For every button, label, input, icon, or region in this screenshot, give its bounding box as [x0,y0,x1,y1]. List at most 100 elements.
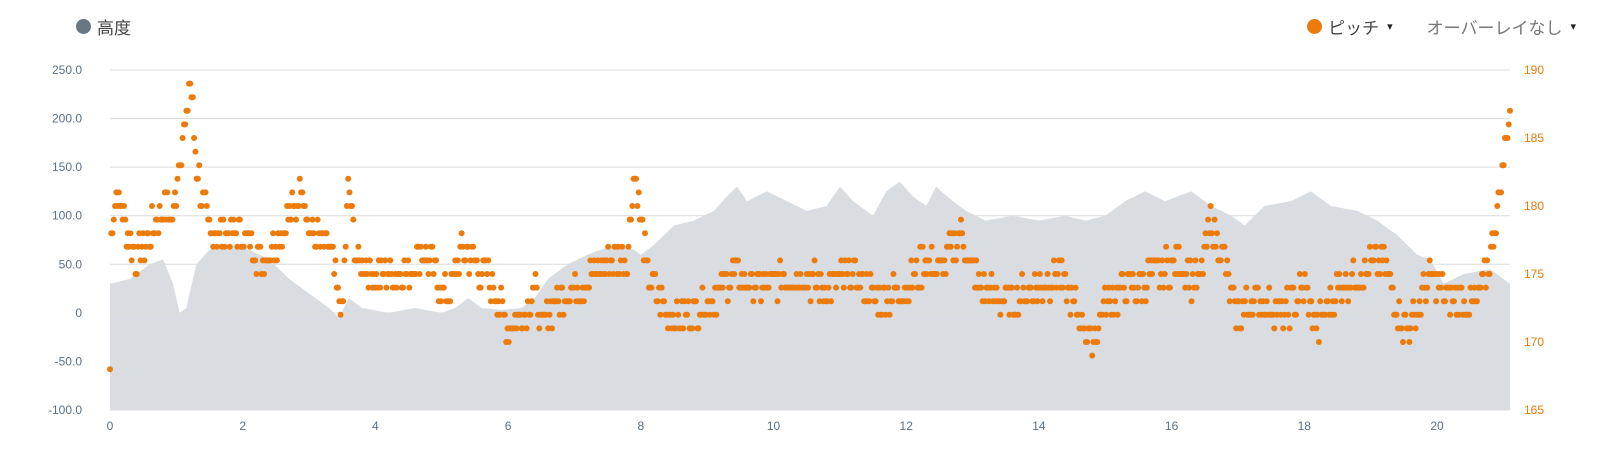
pitch-point [758,298,764,305]
pitch-point [980,271,987,277]
pitch-point [189,94,196,101]
pitch-point [1345,298,1352,305]
pitch-point [1187,257,1194,264]
pitch-dropdown[interactable]: ピッチ ▾ [1307,14,1393,39]
pitch-point [1001,298,1008,305]
pitch-point [422,243,429,250]
pitch-point [335,284,341,291]
pitch-point [1114,311,1121,318]
pitch-point [429,243,436,250]
pitch-point [1121,284,1127,291]
pitch-legend-dot [1307,19,1323,34]
pitch-point [918,284,925,291]
pitch-point [1058,257,1065,264]
pitch-point [513,325,520,332]
pitch-point [1135,284,1141,291]
pitch-point [196,162,203,169]
pitch-point [693,298,699,305]
pitch-point [182,121,189,128]
pitch-point [304,216,311,223]
pitch-point [252,257,259,264]
pitch-point [323,230,330,237]
pitch-point [532,271,539,277]
pitch-point [1203,243,1210,250]
x-tick-label: 14 [1032,419,1046,433]
pitch-point [574,284,581,291]
pitch-point [867,271,874,277]
x-tick-label: 20 [1430,419,1444,433]
pitch-point [1266,284,1273,291]
x-tick-label: 6 [505,419,512,433]
pitch-point [1230,284,1237,291]
pitch-point [1142,298,1149,305]
pitch-point [236,216,243,223]
pitch-point [1149,271,1155,277]
pitch-point [383,284,390,291]
pitch-point [689,325,696,332]
pitch-point [405,257,412,264]
pitch-point [1380,243,1387,250]
x-tick-label: 2 [239,419,246,433]
pitch-point [1349,271,1355,277]
pitch-point [1205,216,1212,223]
pitch-point [1031,271,1038,277]
y-left-tick-label: 100.0 [52,209,82,223]
pitch-point [1412,325,1419,332]
pitch-point [133,271,140,277]
pitch-point [438,298,445,305]
pitch-point [973,257,980,264]
pitch-point [194,175,201,182]
pitch-point [128,257,135,264]
pitch-point [257,243,264,250]
pitch-point [299,189,306,196]
y-left-tick-label: 0 [75,306,82,320]
pitch-point [1365,271,1372,277]
pitch-point [1293,311,1299,318]
pitch-point [905,298,912,305]
pitch-point [1189,271,1196,277]
pitch-point [1161,271,1168,277]
pitch-point [536,325,543,332]
pitch-point [466,271,473,277]
pitch-point [1317,298,1324,305]
pitch-point [1254,284,1261,291]
pitch-point [1225,271,1232,277]
pitch-point [1054,271,1061,277]
pitch-point [586,284,592,291]
pitch-point [1242,298,1248,305]
pitch-point [1014,284,1020,291]
pitch-point [814,284,820,291]
overlay-dropdown[interactable]: オーバーレイなし ▾ [1427,14,1576,39]
pitch-point [1407,325,1414,332]
pitch-point [1263,298,1270,305]
elevation-legend-label: 高度 [97,19,131,38]
pitch-point [1221,243,1228,250]
legend-elevation[interactable]: 高度 [76,14,131,39]
pitch-point [489,271,496,277]
pitch-point [1504,135,1511,141]
pitch-point [947,243,954,250]
x-tick-label: 12 [900,419,914,433]
pitch-point [1377,271,1384,277]
pitch-point [1212,243,1219,250]
pitch-point [430,271,437,277]
pitch-point [173,203,180,209]
pitch-point [1308,298,1315,305]
y-left-tick-label: 200.0 [52,112,82,126]
pitch-point [1280,325,1287,332]
pitch-point [1107,298,1113,305]
pitch-point [110,216,117,223]
pitch-point [1387,271,1394,277]
pitch-point [1103,311,1110,318]
pitch-point [1424,284,1431,291]
pitch-point [735,257,741,264]
pitch-point [780,271,787,277]
elevation-area [110,181,1510,410]
pitch-point [282,230,289,237]
pitch-point [270,230,277,237]
pitch-point [479,271,485,277]
pitch-point [673,298,680,305]
pitch-point [382,257,389,264]
y-right-tick-label: 170 [1524,335,1544,349]
